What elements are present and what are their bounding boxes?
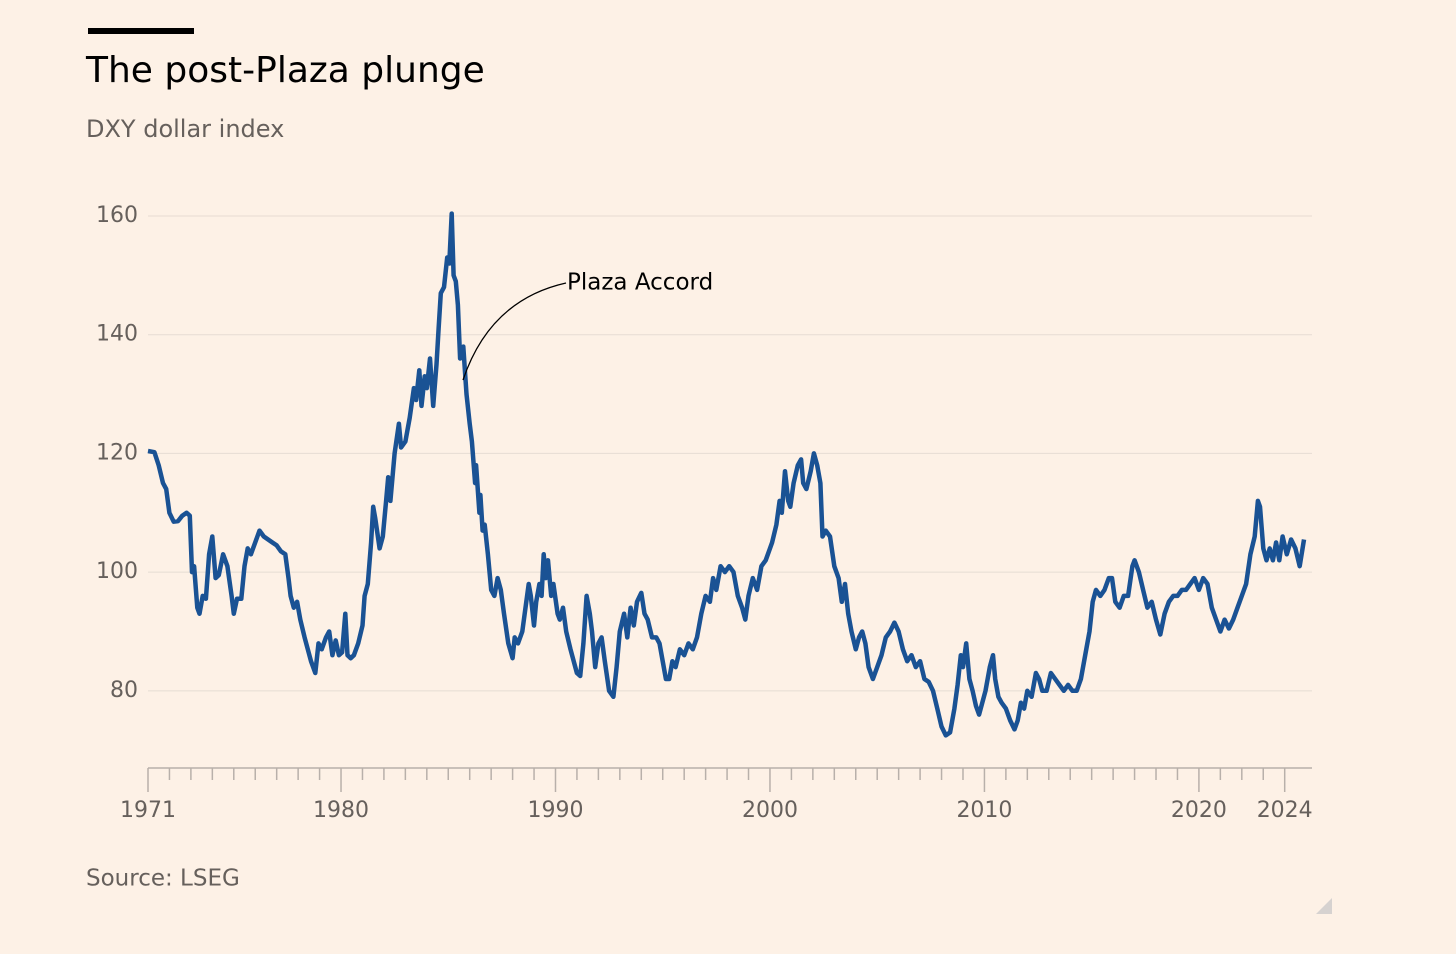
x-tick-label: 2020	[1171, 798, 1227, 823]
y-tick-label: 140	[96, 322, 138, 347]
chart-title: The post-Plaza plunge	[85, 50, 485, 91]
x-tick-label: 1980	[313, 798, 369, 823]
y-tick-label: 100	[96, 559, 138, 584]
x-tick-label: 2024	[1257, 798, 1313, 823]
source: Source: LSEG	[86, 866, 240, 892]
x-tick-label: 2010	[956, 798, 1012, 823]
annotation: Plaza Accord	[567, 270, 713, 296]
x-tick-label: 2000	[742, 798, 798, 823]
y-tick-label: 120	[96, 440, 138, 465]
title-bar	[88, 28, 194, 34]
dxy-line	[147, 211, 1307, 738]
resize-corner	[1316, 898, 1332, 914]
x-tick-label: 1990	[527, 798, 583, 823]
y-tick-label: 160	[96, 203, 138, 228]
annotation-connector	[462, 282, 567, 381]
chart-subtitle: DXY dollar index	[86, 115, 284, 143]
x-tick-label: 1971	[120, 798, 176, 823]
y-tick-label: 80	[110, 678, 138, 703]
